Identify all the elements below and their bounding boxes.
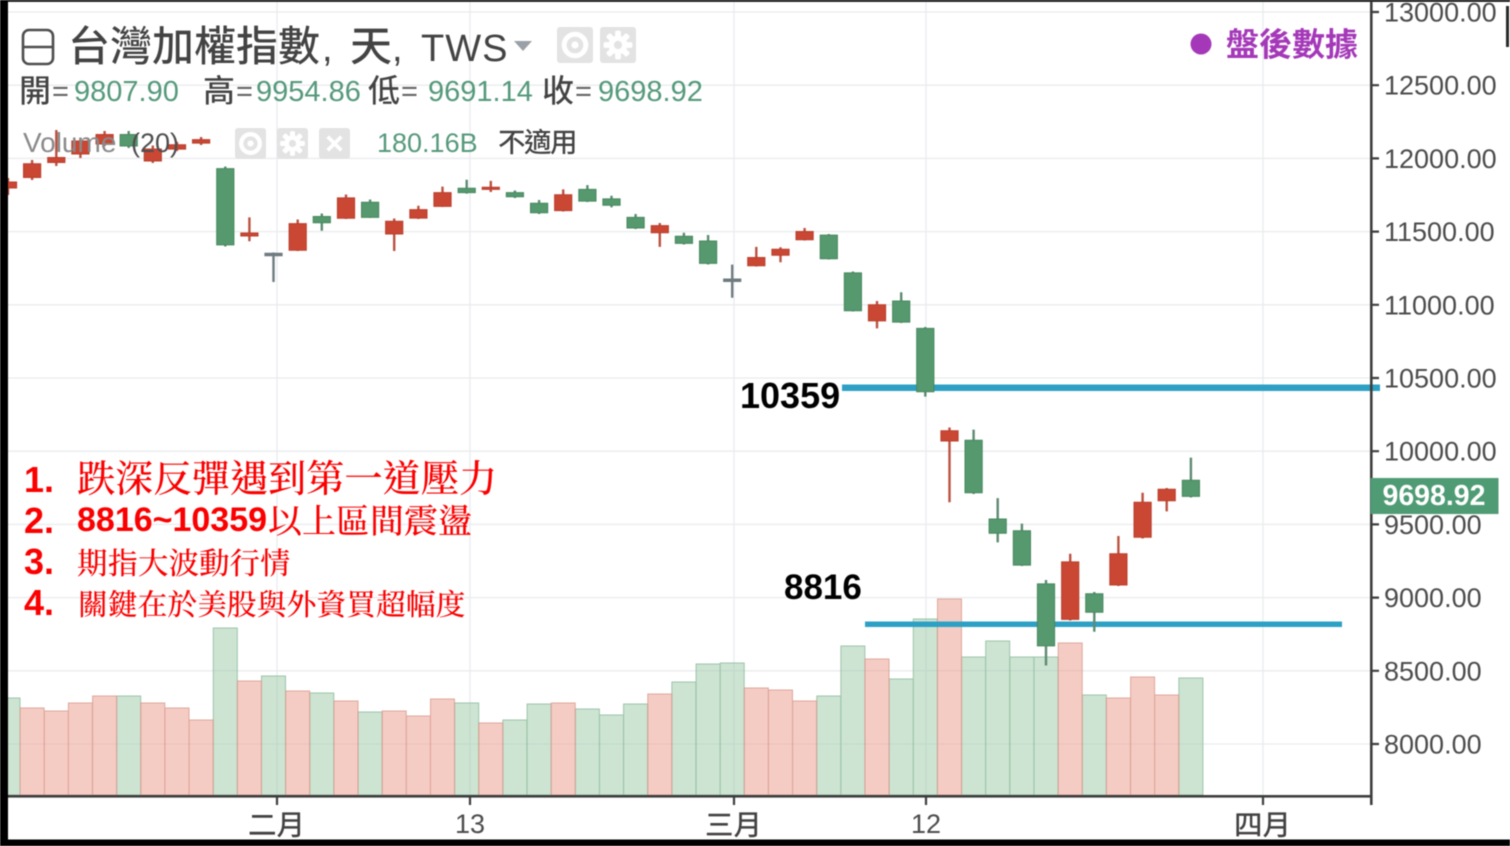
svg-text:11000.00: 11000.00	[1384, 290, 1495, 320]
svg-text:12500.00: 12500.00	[1384, 71, 1497, 101]
svg-text:8000.00: 8000.00	[1384, 730, 1482, 760]
svg-text:13000.00: 13000.00	[1384, 0, 1497, 28]
svg-text:=: =	[575, 76, 592, 108]
svg-text:9954.86: 9954.86	[256, 76, 361, 108]
svg-text:9500.00: 9500.00	[1384, 510, 1482, 540]
svg-text:180.16B: 180.16B	[377, 128, 478, 158]
svg-text:,: ,	[322, 28, 333, 70]
svg-text:=: =	[401, 76, 418, 108]
svg-text:12000.00: 12000.00	[1384, 144, 1497, 174]
svg-text:9000.00: 9000.00	[1384, 583, 1482, 613]
svg-text:=: =	[52, 76, 69, 108]
svg-text:3.: 3.	[24, 541, 54, 582]
svg-text:8816: 8816	[784, 568, 862, 607]
svg-text:TWS: TWS	[421, 28, 508, 70]
svg-text:10000.00: 10000.00	[1384, 437, 1497, 467]
svg-text:4.: 4.	[24, 582, 54, 623]
svg-text:9698.92: 9698.92	[598, 76, 703, 108]
svg-text:8816~10359: 8816~10359	[77, 501, 267, 539]
svg-text:=: =	[236, 76, 253, 108]
svg-text:9691.14: 9691.14	[428, 76, 533, 108]
svg-text:,: ,	[392, 28, 403, 70]
svg-text:1.: 1.	[24, 459, 54, 500]
svg-text:9698.92: 9698.92	[1382, 480, 1485, 512]
svg-text:8500.00: 8500.00	[1384, 656, 1482, 686]
svg-text:10359: 10359	[740, 375, 840, 416]
svg-text:12: 12	[911, 809, 941, 839]
svg-text:9807.90: 9807.90	[74, 76, 179, 108]
svg-text:11500.00: 11500.00	[1384, 217, 1495, 247]
svg-text:2.: 2.	[24, 500, 54, 541]
svg-text:(20): (20)	[131, 128, 179, 158]
svg-text:10500.00: 10500.00	[1384, 364, 1497, 394]
svg-text:Volume: Volume	[23, 127, 116, 158]
svg-text:13: 13	[455, 809, 485, 839]
